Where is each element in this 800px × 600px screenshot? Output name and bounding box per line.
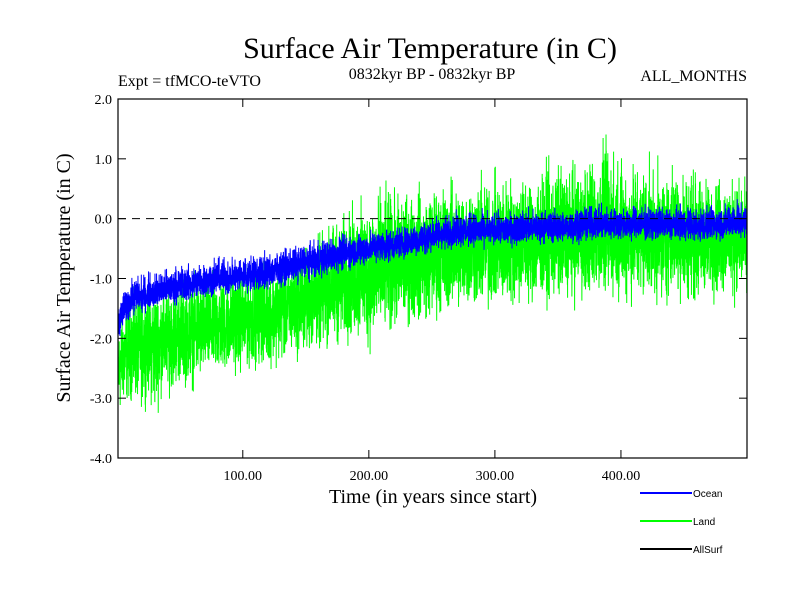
chart-subtitle-center: 0832kyr BP - 0832kyr BP bbox=[349, 66, 516, 83]
y-tick-label: -4.0 bbox=[90, 452, 112, 467]
x-tick-label: 300.00 bbox=[476, 469, 515, 484]
chart-subtitle-right: ALL_MONTHS bbox=[640, 68, 747, 85]
x-tick-label: 100.00 bbox=[224, 469, 263, 484]
y-tick-label: 1.0 bbox=[95, 153, 113, 168]
y-axis-label-group: Surface Air Temperature (in C) bbox=[53, 153, 75, 402]
y-tick-label: -1.0 bbox=[90, 273, 112, 288]
y-tick-label: 0.0 bbox=[95, 213, 113, 228]
y-tick-label: 2.0 bbox=[95, 93, 113, 108]
y-tick-label: -3.0 bbox=[90, 392, 112, 407]
legend-label-land: Land bbox=[693, 517, 715, 528]
x-tick-label: 200.00 bbox=[350, 469, 389, 484]
plot-series bbox=[117, 134, 748, 413]
x-axis-label: Time (in years since start) bbox=[329, 486, 537, 508]
x-tick-label: 400.00 bbox=[602, 469, 641, 484]
chart-subtitle-left: Expt = tfMCO-teVTO bbox=[118, 73, 261, 90]
axis-ticks: 100.00 200.00 300.00 400.00 -4.0 -3.0 -2.0 -1.0… bbox=[90, 93, 747, 484]
legend-label-ocean: Ocean bbox=[693, 489, 722, 500]
chart-title: Surface Air Temperature (in C) bbox=[243, 32, 617, 65]
y-axis-label: Surface Air Temperature (in C) bbox=[53, 153, 75, 402]
series-line-ocean bbox=[117, 199, 748, 337]
legend-label-allsurf: AllSurf bbox=[693, 545, 723, 556]
y-tick-label: -2.0 bbox=[90, 332, 112, 347]
series-line-land bbox=[117, 134, 748, 413]
legend: Ocean Land AllSurf bbox=[640, 489, 723, 556]
